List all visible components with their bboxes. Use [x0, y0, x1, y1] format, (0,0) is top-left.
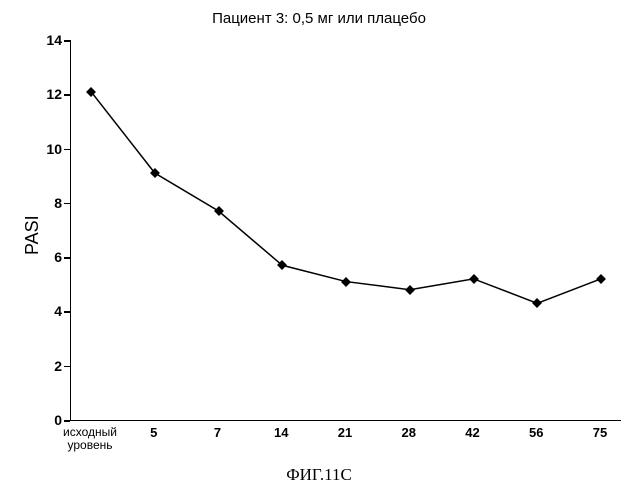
y-tick-label: 14 — [32, 32, 62, 48]
y-tick-mark — [64, 40, 70, 42]
y-tick-mark — [64, 94, 70, 96]
y-tick-mark — [64, 420, 70, 422]
x-tick-label: 21 — [310, 426, 380, 440]
series-line — [91, 92, 601, 304]
y-tick-mark — [64, 311, 70, 313]
y-tick-label: 2 — [32, 358, 62, 374]
y-tick-mark — [64, 203, 70, 205]
y-tick-label: 4 — [32, 303, 62, 319]
chart-svg — [71, 40, 621, 420]
y-tick-mark — [64, 366, 70, 368]
y-tick-label: 8 — [32, 195, 62, 211]
x-tick-label: 7 — [183, 426, 253, 440]
x-tick-label: 56 — [501, 426, 571, 440]
x-tick-label: исходныйуровень — [55, 426, 125, 452]
chart-container: Пациент 3: 0,5 мг или плацебо PASI ФИГ.1… — [0, 0, 638, 500]
x-tick-label: 14 — [246, 426, 316, 440]
y-tick-label: 6 — [32, 249, 62, 265]
x-tick-label: 28 — [374, 426, 444, 440]
plot-area — [70, 40, 621, 421]
x-tick-label: 42 — [438, 426, 508, 440]
y-tick-label: 12 — [32, 86, 62, 102]
chart-title: Пациент 3: 0,5 мг или плацебо — [0, 10, 638, 27]
y-tick-label: 10 — [32, 141, 62, 157]
x-tick-label: 5 — [119, 426, 189, 440]
y-tick-mark — [64, 149, 70, 151]
y-tick-mark — [64, 257, 70, 259]
x-tick-label: 75 — [565, 426, 635, 440]
figure-caption: ФИГ.11С — [0, 465, 638, 485]
